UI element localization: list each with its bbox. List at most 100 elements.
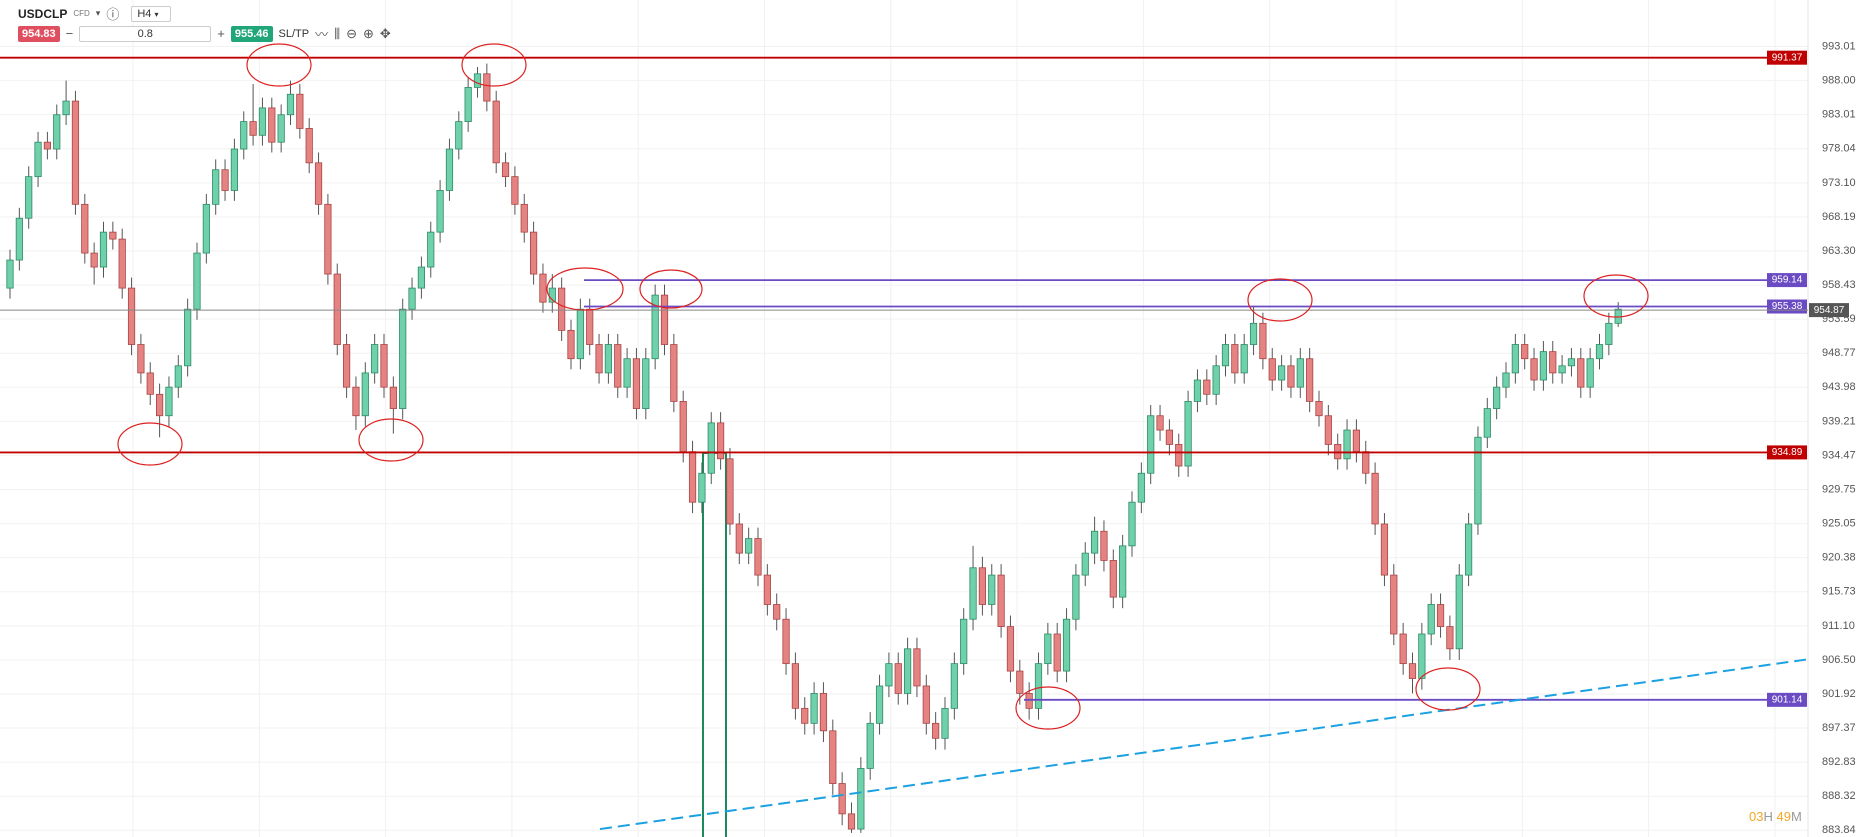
candle-body (1016, 670, 1024, 694)
candle-body (146, 372, 154, 395)
candle-body (333, 273, 341, 345)
candle-body (90, 252, 98, 268)
level-tag (1767, 50, 1807, 65)
y-tick-label: 939.21 (1822, 415, 1856, 427)
candle-body (576, 308, 584, 360)
candle-body (1408, 663, 1417, 679)
timeframe-select[interactable]: H4 ▾ (131, 5, 172, 22)
candle-body (885, 663, 893, 687)
candle-body (1502, 372, 1510, 388)
timeframe: H4 (137, 7, 152, 20)
candle-body (745, 538, 753, 554)
sell-price[interactable]: 954.83 (18, 25, 60, 42)
candle-body (240, 121, 248, 150)
candle-body (726, 458, 734, 525)
candle-body (212, 169, 220, 205)
candle-body (1053, 633, 1061, 672)
symbol-dropdown[interactable]: ▾ (95, 8, 101, 18)
candle-body (1081, 552, 1089, 576)
highlight-ellipse (639, 269, 703, 309)
candle-body (1156, 415, 1164, 431)
candle-body (15, 217, 23, 261)
candle-body (118, 238, 126, 289)
candle-body (62, 100, 70, 116)
candle-body (1530, 358, 1538, 381)
candle-body (773, 604, 781, 620)
candle-body (913, 648, 921, 687)
y-tick-label: 883.84 (1822, 824, 1856, 836)
candle-body (1539, 351, 1547, 381)
line-tool[interactable]: 〰 (315, 27, 329, 42)
candle-body (1100, 530, 1108, 561)
candle-body (1240, 344, 1248, 374)
candle-body (978, 567, 987, 605)
minus-button[interactable]: − (65, 26, 74, 41)
candle-body (586, 308, 594, 345)
candle-body (1259, 322, 1267, 360)
y-tick-label: 920.38 (1822, 552, 1856, 564)
candle-body (567, 329, 575, 360)
candle-body (754, 538, 762, 576)
candle-body (230, 148, 238, 191)
candle-body (296, 93, 304, 129)
candle-body (137, 344, 145, 374)
current-price-tag (1809, 303, 1849, 318)
candle-body (866, 722, 874, 769)
level-label: 955.38 (1772, 301, 1803, 312)
candle-body (688, 451, 697, 503)
candle-body (1511, 344, 1519, 374)
amount-input[interactable]: 0.8 (79, 25, 212, 42)
candle-body (932, 722, 940, 739)
candle-body (838, 783, 846, 815)
info-icon[interactable]: ⓘ (106, 7, 120, 22)
y-tick-label: 925.05 (1822, 518, 1856, 530)
timer-hours: 03 (1749, 809, 1764, 824)
candle-body (1025, 693, 1033, 709)
candle-body (651, 294, 659, 360)
plus-button[interactable]: + (217, 26, 225, 41)
candle-body (1474, 436, 1482, 525)
candle-body (277, 114, 285, 143)
zoom-in[interactable]: ⊕ (362, 25, 374, 41)
y-tick-label: 901.92 (1822, 688, 1856, 700)
candle-body (399, 308, 407, 409)
y-tick-label: 983.01 (1822, 109, 1856, 121)
y-tick-label: 968.19 (1822, 211, 1856, 223)
highlight-ellipse (461, 43, 527, 87)
candle-body (969, 567, 977, 620)
buy-price[interactable]: 955.46 (230, 25, 273, 42)
y-tick-label: 993.01 (1822, 40, 1856, 52)
level-label: 934.89 (1772, 447, 1803, 458)
candle-body (670, 344, 678, 402)
symbol[interactable]: USDCLP (18, 6, 68, 21)
candle-body (1165, 429, 1173, 445)
candle-body (642, 358, 650, 409)
candle-body (1362, 451, 1370, 474)
candle-body (427, 231, 435, 268)
level-label: 991.37 (1772, 52, 1803, 63)
candle-body (380, 344, 388, 388)
candle-body (436, 190, 444, 233)
candle-tool[interactable]: ⫼ (334, 25, 341, 41)
candle-body (1193, 379, 1202, 402)
candle-body (43, 141, 52, 150)
candle-body (1296, 358, 1304, 388)
crosshair[interactable]: ✥ (379, 25, 391, 41)
candle-body (1006, 626, 1015, 672)
candle-body (595, 344, 603, 374)
candle-body (314, 162, 323, 205)
y-tick-label: 906.50 (1822, 654, 1856, 666)
candle-body (1091, 530, 1099, 554)
sltp-button[interactable]: SL/TP (278, 27, 310, 40)
candle-body (1521, 344, 1529, 360)
candle-body (1436, 604, 1445, 628)
candle-body (1249, 322, 1258, 345)
zoom-out[interactable]: ⊖ (346, 25, 357, 41)
candle-body (258, 107, 267, 136)
candle-body (1399, 633, 1407, 665)
annotation-box (702, 452, 727, 837)
candle-body (501, 162, 510, 178)
candle-body (988, 574, 996, 605)
candle-body (1203, 379, 1211, 395)
y-tick-label: 892.83 (1822, 756, 1856, 768)
